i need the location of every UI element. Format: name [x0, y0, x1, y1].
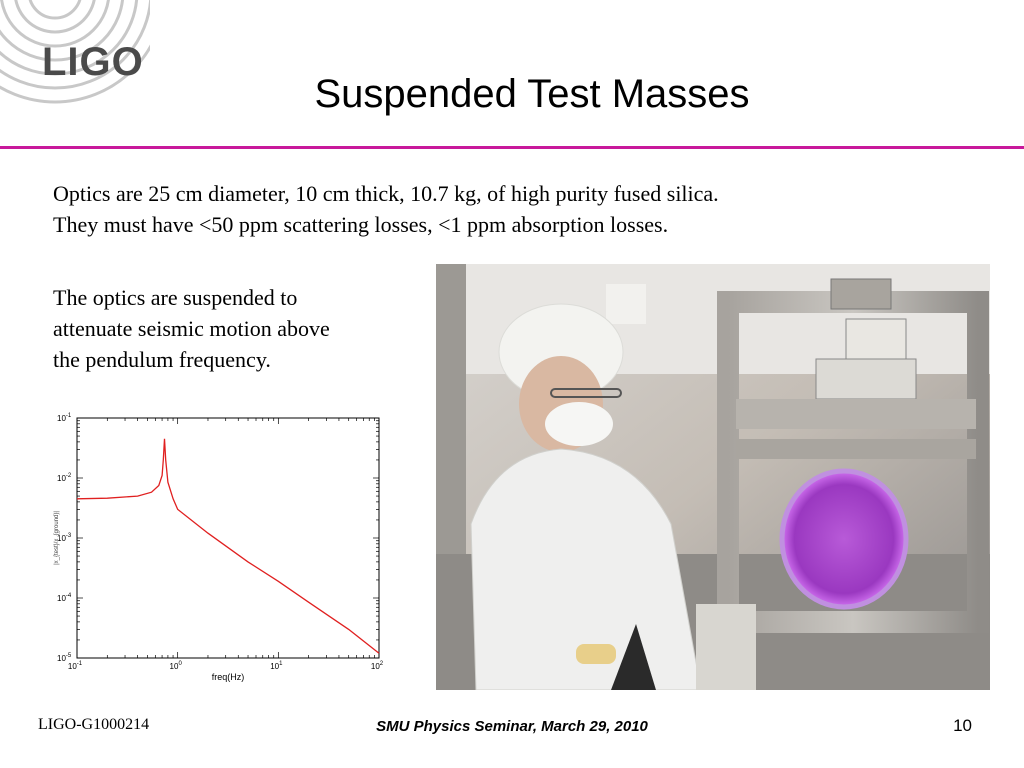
suspension-line-3: the pendulum frequency. [53, 347, 271, 372]
transfer-function-plot: 10-1 100 101 102 10-1 10-2 10-3 10-4 10-5 freq(… [54, 413, 384, 682]
x-tick-label: 10-1 [68, 661, 83, 671]
slide-title: Suspended Test Masses [314, 72, 750, 116]
y-axis-label: |x_{test}/x_{ground}| [54, 511, 60, 565]
optics-spec-line-1: Optics are 25 cm diameter, 10 cm thick, … [53, 181, 719, 206]
suspension-line-2: attenuate seismic motion above [53, 316, 330, 341]
x-tick-label: 102 [371, 661, 384, 671]
cleanroom-photo [436, 264, 990, 690]
title-divider [0, 146, 1024, 149]
ligo-logo-arcs [0, 0, 150, 104]
series-line [76, 438, 380, 654]
plot-area [76, 417, 380, 659]
suspension-line-1: The optics are suspended to [53, 285, 298, 310]
ligo-logo: LIGO [42, 40, 144, 84]
suspension-paragraph: The optics are suspended to attenuate se… [53, 282, 433, 375]
x-tick-label: 100 [170, 661, 183, 671]
x-tick-label: 101 [270, 661, 283, 671]
x-ticks: 10-1 100 101 102 [68, 418, 384, 671]
y-ticks: 10-1 10-2 10-3 10-4 10-5 [57, 413, 379, 663]
page-number: 10 [953, 716, 972, 735]
y-tick-label: 10-2 [57, 473, 72, 483]
y-tick-label: 10-3 [57, 533, 72, 543]
event-caption: SMU Physics Seminar, March 29, 2010 [376, 718, 648, 735]
optics-spec-paragraph: Optics are 25 cm diameter, 10 cm thick, … [53, 178, 993, 240]
document-id: LIGO-G1000214 [38, 716, 150, 733]
y-tick-label: 10-1 [57, 413, 72, 423]
optics-spec-line-2: They must have <50 ppm scattering losses… [53, 212, 669, 237]
y-tick-label: 10-5 [57, 653, 72, 663]
x-axis-label: freq(Hz) [212, 672, 245, 682]
y-tick-label: 10-4 [57, 593, 72, 603]
